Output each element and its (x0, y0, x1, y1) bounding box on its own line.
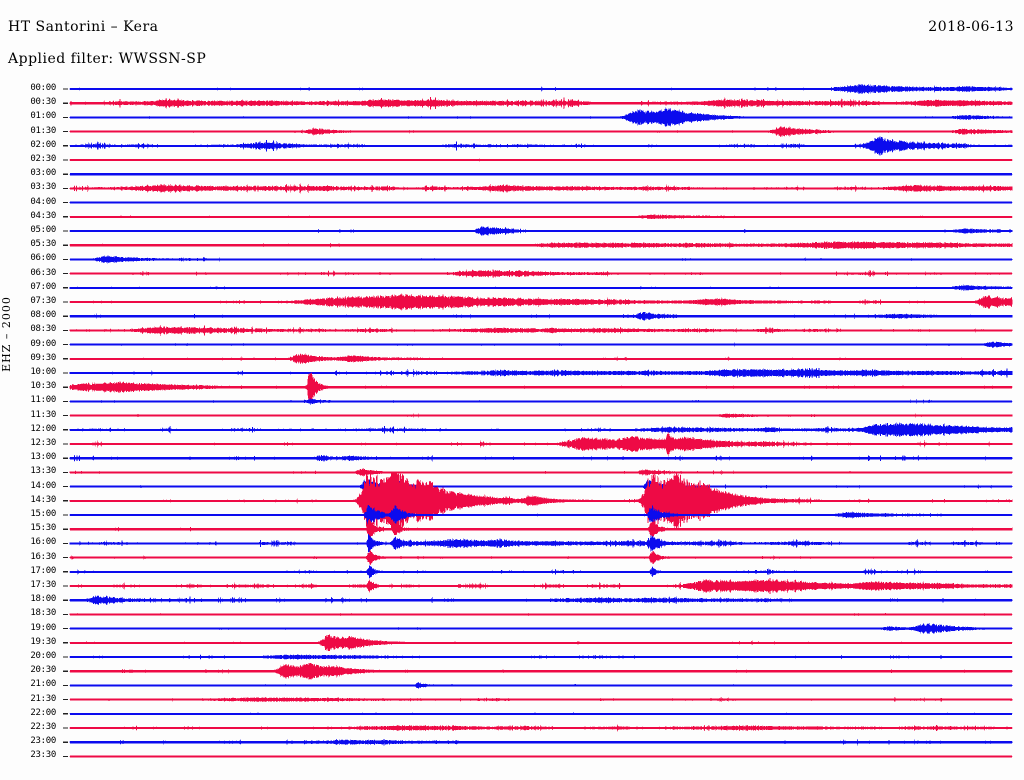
time-label: 10:30 (30, 381, 56, 392)
time-label: 03:30 (30, 182, 56, 193)
time-label: 08:00 (30, 310, 56, 321)
time-label: 09:30 (30, 352, 56, 363)
time-label: 16:30 (30, 551, 56, 562)
time-label: 13:00 (30, 452, 56, 463)
time-label: 07:00 (30, 281, 56, 292)
page-title: HT Santorini – Kera (8, 19, 159, 35)
time-label: 05:30 (30, 239, 56, 250)
time-label: 15:00 (30, 509, 56, 519)
time-label: 23:30 (30, 750, 56, 761)
time-label: 20:30 (30, 665, 56, 676)
time-label: 16:00 (30, 537, 56, 548)
time-label: 11:00 (30, 395, 56, 406)
date-label: 2018-06-13 (928, 19, 1014, 35)
time-label: 06:00 (30, 253, 56, 264)
time-label: 01:30 (30, 125, 56, 136)
time-label: 13:30 (30, 466, 56, 477)
time-label: 06:30 (30, 267, 56, 278)
time-label: 15:30 (30, 523, 56, 534)
filter-label: Applied filter: WWSSN-SP (8, 51, 207, 67)
time-label: 22:00 (30, 707, 56, 718)
time-label: 20:00 (30, 651, 56, 661)
helicorder-plot (63, 83, 1013, 758)
time-label: 17:00 (30, 565, 56, 576)
time-label: 21:30 (30, 693, 56, 704)
time-label: 03:00 (30, 168, 56, 179)
time-label: 00:30 (30, 97, 56, 108)
time-label: 04:30 (30, 210, 56, 221)
time-label: 04:00 (30, 196, 56, 207)
time-label: 02:00 (30, 139, 56, 150)
time-label: 21:00 (30, 679, 56, 690)
time-label: 01:00 (30, 111, 56, 122)
time-label: 17:30 (30, 580, 56, 590)
time-label: 14:00 (30, 480, 56, 491)
time-label: 00:00 (30, 83, 56, 93)
time-label: 19:00 (30, 622, 56, 633)
time-label: 22:30 (30, 722, 56, 732)
time-label: 12:00 (30, 423, 56, 434)
time-label: 12:30 (30, 438, 56, 448)
time-label: 02:30 (30, 154, 56, 164)
time-label: 14:30 (30, 494, 56, 505)
time-label: 18:00 (30, 594, 56, 605)
time-label: 08:30 (30, 324, 56, 335)
time-label: 10:00 (30, 367, 56, 377)
time-label: 09:00 (30, 338, 56, 349)
time-label: 05:00 (30, 225, 56, 235)
time-axis: 00:00 00:30 01:00 01:30 02:00 02:30 03:00 03:30… (0, 78, 62, 780)
time-label: 18:30 (30, 608, 56, 619)
time-label: 11:30 (30, 409, 56, 420)
time-label: 19:30 (30, 636, 56, 647)
time-label: 07:30 (30, 296, 56, 306)
time-label: 23:00 (30, 736, 56, 747)
